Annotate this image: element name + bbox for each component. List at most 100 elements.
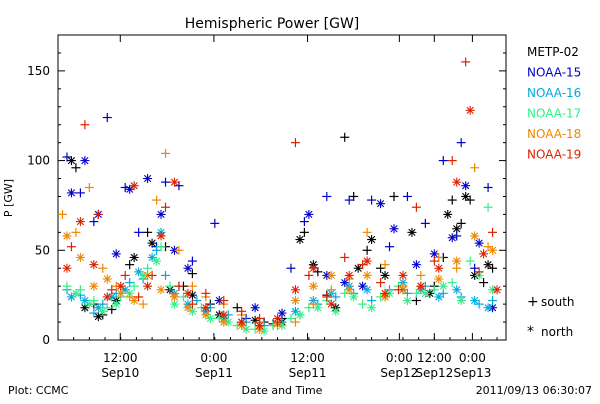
data-point-north — [344, 285, 354, 295]
data-point-south — [340, 132, 350, 142]
x-tick-label-time: 12:00 — [290, 351, 325, 365]
data-point-north — [295, 235, 305, 245]
data-point-south — [107, 285, 117, 295]
data-point-north — [89, 281, 99, 291]
data-point-north — [125, 184, 135, 194]
data-point-south — [488, 296, 498, 306]
data-point-north — [169, 292, 179, 302]
data-point-south — [367, 195, 377, 205]
data-point-south — [290, 317, 300, 327]
legend-entry: NOAA-16 — [527, 86, 581, 100]
data-point-north — [474, 238, 484, 248]
data-point-south — [380, 260, 390, 270]
data-point-south — [447, 156, 457, 166]
data-point-north — [411, 260, 421, 270]
data-point-north — [461, 181, 471, 191]
data-point-south — [134, 292, 144, 302]
legend-group: METP-02 NOAA-15 NOAA-16 NOAA-17 NOAA-18 NOAA-… — [527, 45, 581, 340]
data-point-south — [125, 260, 135, 270]
data-point-north — [349, 292, 359, 302]
data-point-south — [411, 288, 421, 298]
data-point-south — [147, 270, 157, 280]
data-point-south — [362, 245, 372, 255]
data-point-south — [429, 285, 439, 295]
data-point-south — [344, 195, 354, 205]
data-point-north — [290, 306, 300, 316]
data-point-north — [389, 224, 399, 234]
data-point-south — [461, 57, 471, 67]
data-point-north — [143, 281, 153, 291]
data-point-south — [331, 292, 341, 302]
data-point-north — [205, 313, 215, 323]
data-point-south — [156, 242, 166, 252]
data-point-north — [295, 310, 305, 320]
data-point-north — [75, 252, 85, 262]
data-point-south — [447, 278, 457, 288]
data-point-south — [416, 270, 426, 280]
legend-entry: NOAA-17 — [527, 107, 581, 121]
legend-entry: NOAA-19 — [527, 148, 581, 162]
data-point-north — [66, 188, 76, 198]
y-axis-label: P [GW] — [2, 179, 15, 217]
data-point-south — [465, 195, 475, 205]
data-point-south — [322, 191, 332, 201]
data-point-north — [470, 296, 480, 306]
legend-entry: METP-02 — [527, 45, 579, 59]
data-point-north — [241, 324, 251, 334]
data-point-south — [134, 227, 144, 237]
data-point-south — [358, 260, 368, 270]
data-point-north — [277, 308, 287, 318]
data-point-south — [174, 245, 184, 255]
footer-timestamp: 2011/09/13 06:30:07 — [476, 384, 592, 397]
data-point-south — [75, 188, 85, 198]
data-point-south — [488, 263, 498, 273]
data-point-south — [187, 281, 197, 291]
data-point-north — [407, 227, 417, 237]
data-point-south — [174, 181, 184, 191]
data-point-south — [107, 305, 117, 314]
data-point-south — [465, 256, 475, 266]
data-point-north — [134, 267, 144, 277]
y-tick-label: 0 — [42, 333, 50, 347]
data-point-north — [367, 235, 377, 245]
data-point-south — [456, 218, 466, 228]
x-tick-label-date: Sep11 — [289, 366, 327, 380]
data-point-north — [331, 306, 341, 316]
data-point-south — [290, 138, 300, 148]
data-point-north — [479, 249, 489, 259]
data-point-south — [358, 299, 368, 309]
data-point-south — [161, 148, 171, 158]
data-point-north — [290, 296, 300, 306]
data-point-south — [483, 183, 493, 192]
data-point-north — [362, 256, 372, 266]
data-point-north — [488, 245, 498, 255]
data-point-north — [89, 260, 99, 270]
data-point-south — [376, 278, 386, 288]
data-point-north — [452, 285, 462, 295]
data-point-north — [380, 270, 390, 280]
data-point-north — [326, 270, 336, 280]
plot-frame — [57, 34, 507, 341]
marker-legend-symbol: * — [527, 324, 534, 340]
x-tick-label-date: Sep11 — [195, 366, 233, 380]
data-point-south — [165, 281, 175, 291]
data-point-south — [322, 292, 332, 302]
data-point-north — [367, 303, 377, 313]
data-point-south — [66, 242, 76, 252]
data-point-north — [116, 281, 126, 291]
data-point-south — [474, 267, 484, 277]
data-point-south — [62, 281, 72, 291]
data-point-north — [156, 285, 166, 295]
data-point-south — [389, 191, 399, 201]
data-point-south — [174, 281, 184, 291]
data-point-south — [483, 242, 493, 252]
chart-title: Hemispheric Power [GW] — [185, 16, 360, 32]
data-point-south — [62, 152, 72, 162]
data-point-south — [138, 299, 148, 309]
axes-group: 05010015012:00Sep100:00Sep1112:00Sep110:… — [27, 34, 507, 380]
data-point-north — [129, 181, 139, 191]
data-point-south — [143, 227, 153, 237]
data-point-north — [380, 288, 390, 298]
data-point-south — [71, 227, 81, 237]
x-tick-label-time: 12:00 — [417, 351, 452, 365]
